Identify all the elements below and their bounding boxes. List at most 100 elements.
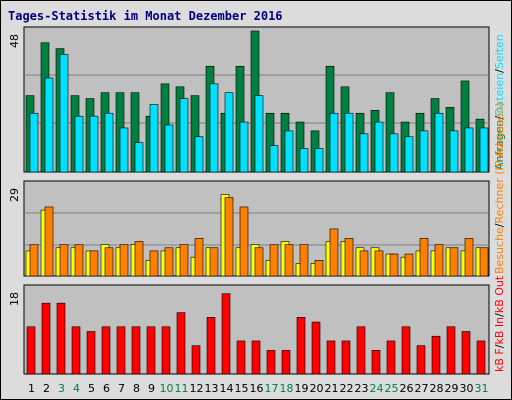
kbytes-bar <box>356 326 366 375</box>
kbytes-bar <box>56 302 66 375</box>
x-tick-label: 22 <box>340 382 354 395</box>
files-bar <box>404 136 414 173</box>
x-tick-label: 18 <box>280 382 294 395</box>
hits-files-panel: 48 Anfragen/Dateien/Seiten <box>8 26 506 173</box>
legend-text: Anfragen <box>493 120 506 170</box>
kbytes-bar <box>266 350 276 375</box>
files-bar <box>134 142 144 173</box>
kbytes-bar <box>221 293 231 375</box>
kbytes-bar <box>386 340 396 375</box>
visits-bar <box>449 247 459 277</box>
x-tick-label: 9 <box>148 382 155 395</box>
files-bar <box>329 112 339 173</box>
visits-bar <box>104 247 114 277</box>
x-tick-label: 10 <box>160 382 174 395</box>
x-tick-label: 3 <box>58 382 65 395</box>
kbytes-legend: kB F/kB In/kB Out <box>493 275 506 372</box>
files-bar <box>104 112 114 173</box>
visits-bar <box>389 253 399 277</box>
x-tick-label: 11 <box>175 382 189 395</box>
legend-text: / <box>493 313 506 317</box>
legend-text: / <box>493 69 506 73</box>
kbytes-bar <box>206 317 216 375</box>
files-bar <box>434 112 444 173</box>
files-bar <box>284 130 294 173</box>
visits-bar <box>344 238 354 277</box>
kbytes-bar <box>401 326 411 375</box>
visits-bar <box>59 244 69 277</box>
kbytes-bar <box>161 326 171 375</box>
legend-text: / <box>493 344 506 348</box>
files-bar <box>269 145 279 173</box>
x-tick-label: 6 <box>103 382 110 395</box>
hits-files-y-max-label: 48 <box>8 34 21 48</box>
files-bar <box>29 112 39 173</box>
visits-bar <box>29 244 39 277</box>
kbytes-bar <box>431 335 441 375</box>
sites-visits-panel: 29 Besuche/Rechner (IP-Adressen) <box>8 102 506 277</box>
visits-bar <box>194 238 204 277</box>
files-bar <box>449 130 459 173</box>
x-tick-label: 13 <box>205 382 219 395</box>
kbytes-y-max-label: 18 <box>8 292 21 306</box>
files-bar <box>464 127 474 173</box>
visits-bar <box>179 244 189 277</box>
legend-text: kB Out <box>493 275 506 313</box>
visits-bar <box>404 253 414 277</box>
kbytes-bar <box>176 312 186 375</box>
kbytes-bar <box>416 345 426 375</box>
x-tick-label: 7 <box>118 382 125 395</box>
visits-bar <box>329 228 339 277</box>
kbytes-bar <box>116 326 126 375</box>
files-bar <box>89 115 99 173</box>
legend-text: Rechner (IP-Adressen) <box>493 102 506 223</box>
kbytes-bar <box>86 331 96 375</box>
files-bar <box>314 148 324 173</box>
x-tick-label: 15 <box>235 382 249 395</box>
kbytes-bar <box>341 340 351 375</box>
kbytes-bar <box>251 340 261 375</box>
visits-bar <box>224 197 234 277</box>
x-tick-label: 8 <box>133 382 140 395</box>
x-tick-label: 27 <box>415 382 429 395</box>
legend-text: Dateien <box>493 73 506 116</box>
files-bar <box>419 130 429 173</box>
files-bar <box>359 133 369 173</box>
x-tick-label: 21 <box>325 382 339 395</box>
visits-bar <box>164 247 174 277</box>
visits-bar <box>134 241 144 277</box>
kbytes-bar <box>41 302 51 375</box>
kbytes-bar <box>191 345 201 375</box>
legend-text: kB F <box>493 348 506 372</box>
visits-bar <box>254 247 264 277</box>
x-axis-day-labels: 1 2 3 4 5 6 7 8 9 10 11 12 13 14 15 16 17 18 19 20 21 22 23 24 2… <box>28 382 489 395</box>
files-bar <box>44 77 54 173</box>
visits-bar <box>434 244 444 277</box>
files-bar <box>299 148 309 173</box>
legend-text: / <box>493 223 506 227</box>
files-bar <box>119 127 129 173</box>
chart-title: Tages-Statistik im Monat Dezember 2016 <box>8 9 283 23</box>
files-bar <box>389 133 399 173</box>
files-bar <box>479 127 489 173</box>
x-tick-label: 31 <box>475 382 489 395</box>
visits-bar <box>359 250 369 277</box>
kbytes-bar <box>146 326 156 375</box>
kbytes-bar <box>446 326 456 375</box>
kbytes-bar <box>461 331 471 375</box>
legend-text: / <box>493 116 506 120</box>
visits-bar <box>464 238 474 277</box>
visits-bar <box>44 206 54 277</box>
kbytes-bar <box>131 326 141 375</box>
files-bar <box>209 83 219 173</box>
visits-bar <box>209 247 219 277</box>
x-tick-label: 19 <box>295 382 309 395</box>
visits-bar <box>269 244 279 277</box>
visits-bar <box>74 244 84 277</box>
visits-bar <box>89 250 99 277</box>
kbytes-bar <box>101 326 111 375</box>
sites-visits-legend: Besuche/Rechner (IP-Adressen) <box>493 102 506 274</box>
kbytes-panel: 18 kB F/kB In/kB Out <box>8 275 506 375</box>
visits-bar <box>314 260 324 277</box>
